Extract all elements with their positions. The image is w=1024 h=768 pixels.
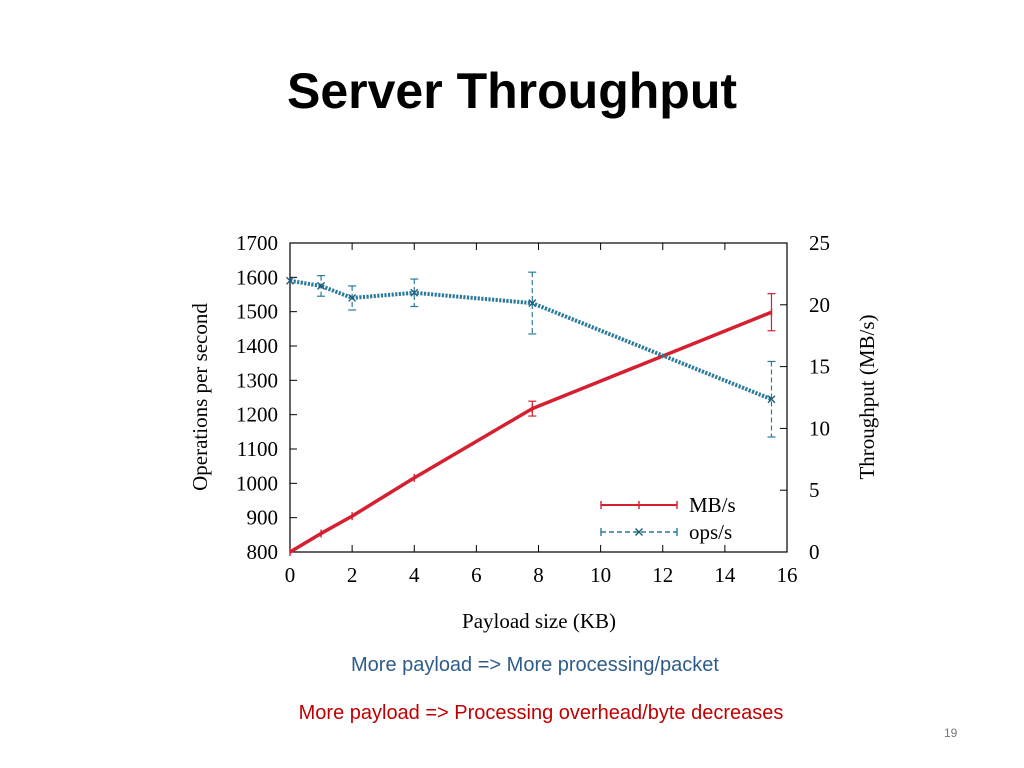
data-point-ops [286,276,294,285]
y-tick-label: 1300 [236,368,278,392]
y2-tick-label: 15 [809,355,830,379]
y-tick-label: 1200 [236,403,278,427]
data-point-ops [528,299,537,308]
y2-tick-label: 0 [809,540,820,564]
series-line-ops [289,278,773,402]
legend-label-ops: ops/s [689,520,732,544]
slide-title: Server Throughput [286,63,738,119]
x-axis-label: Payload size (KB) [462,609,616,633]
y2-tick-label: 25 [809,231,830,255]
y-tick-label: 1000 [236,471,278,495]
x-tick-label: 4 [409,563,420,587]
x-tick-label: 14 [714,563,736,587]
data-point-ops [410,288,419,297]
y-tick-label: 800 [247,540,279,564]
x-tick-label: 12 [652,563,673,587]
y-tick-label: 1700 [236,231,278,255]
x-tick-label: 6 [471,563,482,587]
note-overhead-decreases: More payload => Processing overhead/byte… [298,702,784,724]
y2-tick-label: 5 [809,478,820,502]
y2-tick-label: 10 [809,416,830,440]
y2-tick-label: 20 [809,293,830,317]
y-axis-label: Operations per second [188,303,212,491]
legend-label-mbs: MB/s [689,493,736,517]
x-tick-label: 8 [533,563,544,587]
y2-axis-label: Throughput (MB/s) [855,314,879,479]
x-tick-label: 16 [777,563,798,587]
x-tick-label: 0 [285,563,296,587]
x-tick-label: 10 [590,563,611,587]
y-tick-label: 1500 [236,300,278,324]
data-point-ops [317,281,326,290]
y-tick-label: 900 [247,506,279,530]
series-line-mbs [289,310,773,554]
y-tick-label: 1100 [237,437,278,461]
page-number: 19 [944,726,958,740]
y-tick-label: 1400 [236,334,278,358]
y-tick-label: 1600 [236,265,278,289]
note-more-processing: More payload => More processing/packet [351,654,719,676]
data-point-ops [348,293,357,302]
legend-marker-ops [635,528,643,536]
data-point-ops [767,395,776,404]
x-tick-label: 2 [347,563,358,587]
